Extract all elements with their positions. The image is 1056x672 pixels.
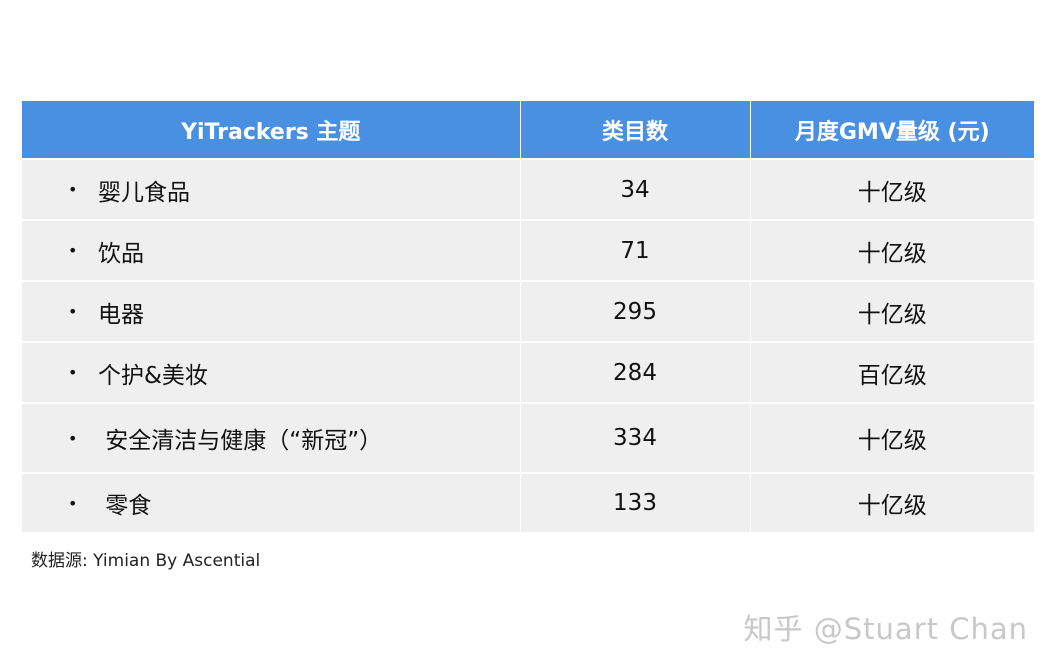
cell-category: • 电器 [22, 280, 521, 342]
bullet-icon: • [68, 363, 78, 382]
cell-count: 133 [520, 472, 751, 532]
cell-category: • 婴儿食品 [22, 158, 521, 220]
header-monthly-gmv: 月度GMV量级 (元) [750, 101, 1034, 159]
bullet-icon: • [68, 428, 78, 448]
table-header-row: YiTrackers 主题 类目数 月度GMV量级 (元) [22, 101, 1034, 159]
cell-gmv: 十亿级 [750, 280, 1034, 342]
zhihu-watermark: 知乎 @Stuart Chan [743, 612, 1028, 646]
cell-count: 34 [520, 158, 751, 220]
table-row: • 个护&美妆 284 百亿级 [22, 341, 1034, 403]
bullet-icon: • [68, 302, 78, 321]
header-category-count: 类目数 [520, 101, 751, 159]
header-topic: YiTrackers 主题 [22, 101, 521, 159]
cell-gmv: 十亿级 [750, 472, 1034, 532]
cell-gmv: 百亿级 [750, 341, 1034, 403]
cell-gmv: 十亿级 [750, 402, 1034, 473]
cell-count: 284 [520, 341, 751, 403]
bullet-icon: • [68, 493, 78, 513]
cell-count: 334 [520, 402, 751, 473]
bullet-icon: • [68, 180, 78, 199]
table-row: • 婴儿食品 34 十亿级 [22, 158, 1034, 220]
cell-gmv: 十亿级 [750, 219, 1034, 281]
yitrackers-table: YiTrackers 主题 类目数 月度GMV量级 (元) • 婴儿食品 34 十… [22, 101, 1034, 532]
table-row: • 电器 295 十亿级 [22, 280, 1034, 342]
cell-category: • 零食 [22, 472, 521, 532]
cell-gmv: 十亿级 [750, 158, 1034, 220]
data-source-note: 数据源: Yimian By Ascential [31, 551, 261, 571]
table-row: • 安全清洁与健康（“新冠”） 334 十亿级 [22, 402, 1034, 473]
table-row: • 零食 133 十亿级 [22, 472, 1034, 532]
data-table-container: YiTrackers 主题 类目数 月度GMV量级 (元) • 婴儿食品 34 十… [22, 101, 1034, 532]
cell-category: • 个护&美妆 [22, 341, 521, 403]
cell-category: • 安全清洁与健康（“新冠”） [22, 402, 521, 473]
cell-count: 295 [520, 280, 751, 342]
table-row: • 饮品 71 十亿级 [22, 219, 1034, 281]
bullet-icon: • [68, 241, 78, 260]
cell-category: • 饮品 [22, 219, 521, 281]
cell-count: 71 [520, 219, 751, 281]
